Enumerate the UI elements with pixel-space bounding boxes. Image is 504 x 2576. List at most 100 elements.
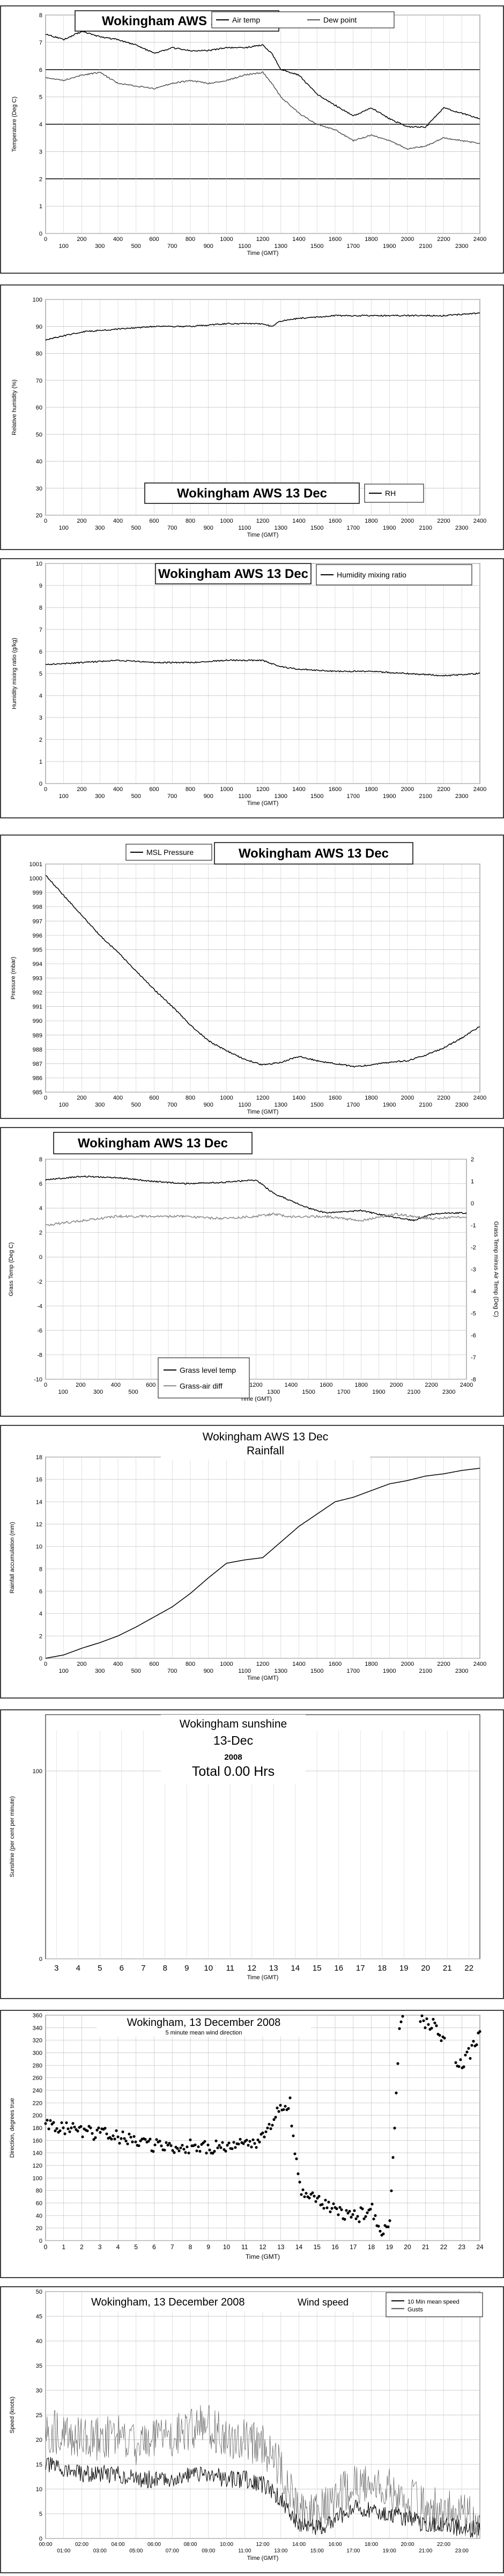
direction-point (478, 2030, 481, 2033)
x-tick-label: 18:00 (365, 2542, 378, 2548)
direction-point (94, 2136, 97, 2139)
direction-point (351, 2213, 354, 2216)
direction-point (292, 2134, 295, 2138)
x-tick-label: 2100 (419, 1668, 432, 1674)
x-tick-label: 4 (116, 2243, 120, 2251)
x-tick-label: 1000 (220, 518, 233, 524)
direction-point (216, 2146, 219, 2149)
direction-point (118, 2142, 121, 2145)
x-tick-label: 1200 (256, 518, 269, 524)
y-tick-label: 991 (33, 1004, 42, 1011)
x-tick-label: 14:00 (292, 2542, 306, 2548)
direction-point (464, 2053, 467, 2057)
x-tick-label: 2200 (437, 1661, 450, 1667)
series-grass-level-temp (45, 1175, 467, 1222)
y-tick-label: 2 (39, 176, 42, 182)
chart-title: Wokingham AWS 13 Dec (177, 486, 327, 501)
direction-point (308, 2197, 311, 2200)
x-tick-label: 1400 (292, 236, 305, 243)
y-tick-label: 7 (39, 40, 42, 46)
direction-point (274, 2116, 277, 2119)
x-tick-label: 2400 (473, 1661, 486, 1667)
x-tick-label: 12 (259, 2243, 266, 2251)
x-tick-label: 14 (291, 1964, 300, 1973)
x-tick-label: 1700 (347, 525, 360, 531)
x-tick-label: 600 (149, 1095, 159, 1101)
direction-point (398, 2027, 401, 2030)
y-axis-label: Relative humidity (%) (11, 379, 18, 435)
direction-point (186, 2145, 189, 2148)
legend-label: 10 Min mean speed (407, 2299, 459, 2305)
x-tick-label: 20 (404, 2243, 411, 2251)
direction-point (420, 2014, 424, 2017)
direction-point (329, 2210, 332, 2213)
x-tick-label: 200 (77, 236, 86, 243)
x-tick-label: 300 (93, 1389, 103, 1395)
x-tick-label: 1700 (347, 793, 360, 800)
direction-point (391, 2156, 395, 2159)
x-tick-label: 1100 (238, 793, 251, 800)
x-tick-label: 1000 (220, 1661, 233, 1667)
x-tick-label: 300 (95, 793, 105, 800)
x-tick-label: 400 (113, 1095, 123, 1101)
direction-point (277, 2110, 280, 2113)
title-box (214, 842, 413, 865)
y-tick-label: 10 (36, 561, 42, 567)
x-tick-label: 300 (95, 243, 105, 250)
y-tick-label: 0 (39, 1254, 42, 1261)
direction-point (206, 2143, 210, 2147)
x-tick-label: 900 (204, 243, 213, 250)
x-tick-label: 1500 (310, 525, 323, 531)
chart-svg: 0 2 4 6 8 10 12 14 16 18 0 200 400 600 800 1000 1200 1400… (0, 1425, 504, 1699)
direction-point (401, 2015, 404, 2018)
chart-panel-1: 0 1 2 3 4 5 6 7 8 0 200 400 600 800 1000 1200 1400 1600 18… (0, 5, 504, 274)
y-tick-label: 40 (36, 2213, 42, 2219)
y2-tick-label: -7 (471, 1355, 476, 1361)
direction-point (313, 2194, 316, 2198)
x-tick-label: 10:00 (220, 2542, 233, 2548)
x-tick-label: 15 (313, 1964, 322, 1973)
direction-point (237, 2142, 240, 2146)
chart-panel-2: 20 30 40 50 60 70 80 90 100 0 200 400 600 800 1000 1200… (0, 284, 504, 550)
x-tick-label: 23 (458, 2243, 466, 2251)
direction-point (132, 2135, 136, 2138)
direction-point (287, 2107, 290, 2110)
sunshine-total: Total 0.00 Hrs (192, 1764, 275, 1779)
y-tick-label: 1001 (29, 861, 42, 868)
series-humidity-mixing-ratio (45, 659, 480, 677)
direction-point (46, 2119, 49, 2122)
y-tick-label: 0 (39, 781, 42, 787)
direction-point (348, 2209, 351, 2213)
x-tick-label: 900 (204, 1102, 213, 1108)
direction-point (427, 2023, 430, 2026)
x-tick-label: 1500 (310, 1668, 323, 1674)
x-tick-label: 2400 (460, 1382, 473, 1388)
chart-subtitle: 13-Dec (213, 1733, 253, 1747)
y2-tick-label: -1 (471, 1223, 476, 1229)
title-block: Wokingham AWS 13 Dec (214, 842, 413, 865)
direction-point (293, 2152, 297, 2155)
series-line (45, 875, 480, 1068)
direction-point (314, 2200, 317, 2203)
direction-point (282, 2108, 285, 2111)
direction-point (239, 2138, 242, 2141)
chart-panel-8: 0 20 40 60 80 100 120 140 160 180 200 220 240 260 280 3… (0, 2010, 504, 2278)
direction-point (422, 2019, 425, 2022)
y2-tick-label: 2 (471, 1157, 474, 1163)
direction-point (168, 2142, 171, 2145)
direction-point (264, 2130, 268, 2133)
y-tick-label: 60 (36, 2200, 42, 2207)
chart-panel-3: 0 1 2 3 4 5 6 7 8 9 10 0 200 400 600 800 1000 1200 1400 160… (0, 558, 504, 818)
x-tick-label: 18 (368, 2243, 375, 2251)
direction-point (457, 2065, 461, 2068)
direction-point (253, 2142, 256, 2145)
direction-point (227, 2141, 231, 2145)
direction-point (195, 2149, 198, 2153)
x-tick-label: 500 (131, 1668, 141, 1674)
x-axis-label: Time (GMT) (247, 1974, 279, 1981)
legend-box (211, 11, 395, 28)
direction-point (47, 2127, 50, 2131)
direction-point (182, 2148, 186, 2151)
